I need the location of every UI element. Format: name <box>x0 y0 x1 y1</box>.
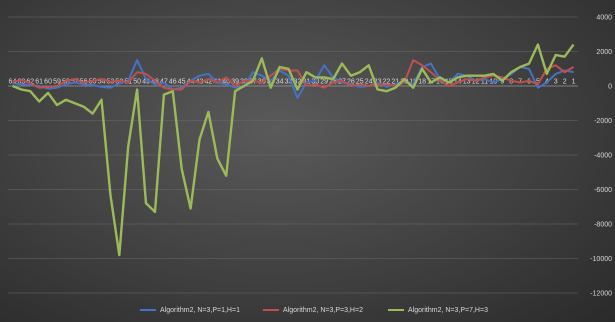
series-line-2 <box>12 59 575 91</box>
x-tick-label: 64 <box>9 79 17 86</box>
series-lines <box>12 43 575 257</box>
gridlines <box>8 16 578 294</box>
legend-label: Algorithm2, N=3,P=7,H=3 <box>408 307 488 314</box>
y-tick-label: 4000 <box>596 15 612 22</box>
x-tick-label: 60 <box>44 79 52 86</box>
x-tick-label: 12 <box>472 79 480 86</box>
x-tick-label: 35 <box>267 79 275 86</box>
legend-label: Algorithm2, N=3,P=1,H=1 <box>160 307 240 314</box>
x-tick-label: 45 <box>178 79 186 86</box>
x-tick-label: 59 <box>53 79 61 86</box>
x-tick-label: 22 <box>383 79 391 86</box>
x-tick-label: 18 <box>418 79 426 86</box>
x-tick-label: 21 <box>392 79 400 86</box>
x-tick-label: 34 <box>276 79 284 86</box>
x-tick-label: 49 <box>142 79 150 86</box>
x-tick-label: 61 <box>35 79 43 86</box>
y-tick-label: -2000 <box>594 118 612 125</box>
y-tick-label: 0 <box>608 84 612 91</box>
x-tick-label: 11 <box>481 79 488 86</box>
x-tick-label: 32 <box>294 79 302 86</box>
x-tick-label: 52 <box>115 79 123 86</box>
x-tick-label: 5 <box>536 79 540 86</box>
series-line-3 <box>12 43 575 257</box>
y-tick-label: -8000 <box>594 222 612 229</box>
x-tick-label: 42 <box>204 79 212 86</box>
x-tick-label: 26 <box>347 79 355 86</box>
x-tick-label: 25 <box>356 79 364 86</box>
x-tick-label: 38 <box>240 79 248 86</box>
y-tick-label: -4000 <box>594 153 612 160</box>
x-tick-label: 24 <box>365 79 373 86</box>
x-tick-label: 9 <box>500 79 504 86</box>
x-tick-label: 13 <box>463 79 471 86</box>
x-tick-label: 39 <box>231 79 239 86</box>
x-tick-label: 2 <box>563 79 567 86</box>
y-tick-label: -10000 <box>590 256 612 263</box>
x-tick-label: 40 <box>222 79 230 86</box>
x-tick-label: 46 <box>169 79 177 86</box>
x-tick-label: 1 <box>572 79 576 86</box>
legend: Algorithm2, N=3,P=1,H=1 Algorithm2, N=3,P… <box>140 307 488 314</box>
y-tick-label: -6000 <box>594 187 612 194</box>
x-tick-label: 29 <box>320 79 328 86</box>
x-tick-label: 58 <box>62 79 70 86</box>
y-tick-label: -12000 <box>590 291 612 298</box>
x-tick-label: 54 <box>98 79 106 86</box>
y-tick-label: 2000 <box>596 49 612 56</box>
x-tick-label: 8 <box>509 79 513 86</box>
x-tick-label: 16 <box>436 79 444 86</box>
x-tick-label: 33 <box>285 79 293 86</box>
x-tick-label: 63 <box>17 79 25 86</box>
x-tick-label: 30 <box>311 79 319 86</box>
legend-label: Algorithm2, N=3,P=3,H=2 <box>283 307 363 314</box>
y-axis-ticks: -12000 -10000 -8000 -6000 -4000 -2000 0 2000 400… <box>590 15 612 298</box>
x-tick-label: 3 <box>554 79 558 86</box>
x-tick-label: 6 <box>527 79 531 86</box>
x-tick-label: 55 <box>89 79 97 86</box>
x-tick-label: 50 <box>133 79 141 86</box>
x-tick-label: 62 <box>26 79 34 86</box>
